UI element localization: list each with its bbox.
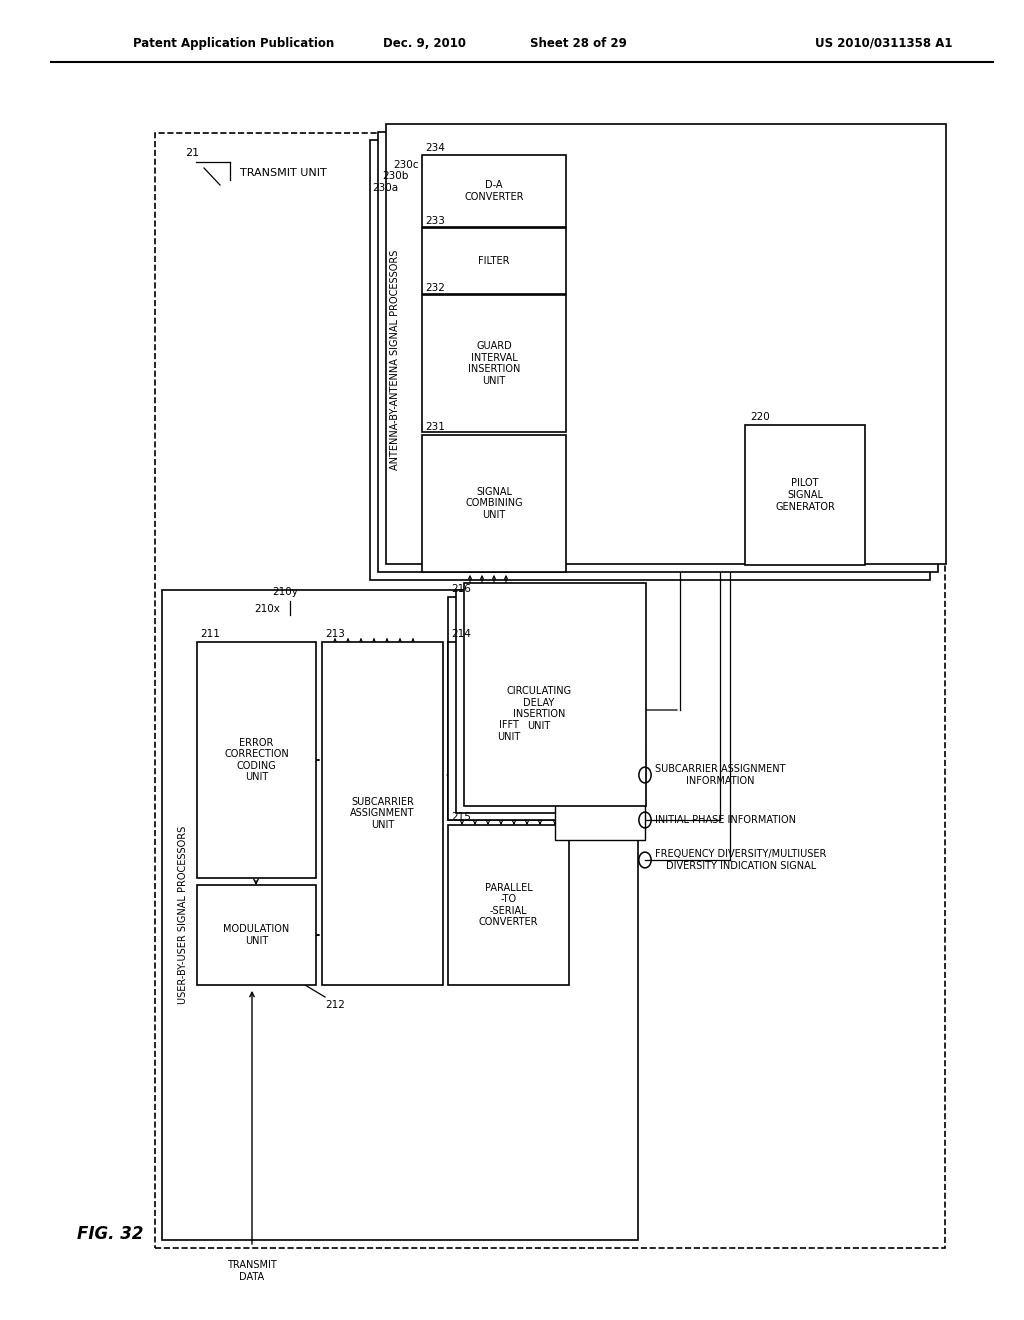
Bar [464,583,646,807]
Text: IFFT
UNIT: IFFT UNIT [497,721,520,742]
Text: INITIAL PHASE INFORMATION: INITIAL PHASE INFORMATION [655,814,796,825]
Text: TRANSMIT
DATA: TRANSMIT DATA [227,1261,276,1282]
Text: Patent Application Publication: Patent Application Publication [133,37,335,50]
Text: 232: 232 [425,282,444,293]
Text: Dec. 9, 2010: Dec. 9, 2010 [383,37,467,50]
Bar [422,436,566,572]
Text: 220: 220 [750,412,770,422]
Text: SIGNAL
COMBINING
UNIT: SIGNAL COMBINING UNIT [465,487,523,520]
Text: PILOT
SIGNAL
GENERATOR: PILOT SIGNAL GENERATOR [775,478,835,512]
Text: ANTENNA-BY-ANTENNA SIGNAL PROCESSORS: ANTENNA-BY-ANTENNA SIGNAL PROCESSORS [390,249,400,470]
Text: GUARD
INTERVAL
INSERTION
UNIT: GUARD INTERVAL INSERTION UNIT [468,341,520,385]
Bar [449,597,630,820]
Bar [197,642,316,878]
Text: D-A
CONVERTER: D-A CONVERTER [464,181,523,202]
Bar [370,140,930,579]
Text: 211: 211 [200,630,220,639]
Text: US 2010/0311358 A1: US 2010/0311358 A1 [815,37,952,50]
Text: MODULATION
UNIT: MODULATION UNIT [223,924,290,946]
Text: 210x: 210x [254,605,280,614]
Text: TRANSMIT UNIT: TRANSMIT UNIT [240,168,327,178]
Text: 21: 21 [185,148,199,158]
Text: SUBCARRIER
ASSIGNMENT
UNIT: SUBCARRIER ASSIGNMENT UNIT [350,797,415,830]
Text: 212: 212 [325,1001,345,1010]
Text: 213: 213 [325,630,345,639]
Text: FREQUENCY DIVERSITY/MULTIUSER
DIVERSITY INDICATION SIGNAL: FREQUENCY DIVERSITY/MULTIUSER DIVERSITY … [655,849,826,871]
Text: 230b: 230b [382,172,409,181]
Text: ERROR
CORRECTION
CODING
UNIT: ERROR CORRECTION CODING UNIT [224,738,289,783]
Text: 214: 214 [451,630,471,639]
Bar [155,133,945,1247]
Bar [378,132,938,572]
Text: 233: 233 [425,216,444,226]
Bar [449,825,569,985]
Bar [449,642,569,820]
Bar [197,884,316,985]
Text: PARALLEL
-TO
-SERIAL
CONVERTER: PARALLEL -TO -SERIAL CONVERTER [479,883,539,928]
Bar [422,228,566,294]
Bar [745,425,865,565]
Bar [386,124,946,564]
Text: 234: 234 [425,143,444,153]
Text: 230a: 230a [372,183,398,193]
Bar [162,590,638,1239]
Text: SUBCARRIER ASSIGNMENT
INFORMATION: SUBCARRIER ASSIGNMENT INFORMATION [655,764,785,785]
Text: Sheet 28 of 29: Sheet 28 of 29 [530,37,627,50]
Text: USER-BY-USER SIGNAL PROCESSORS: USER-BY-USER SIGNAL PROCESSORS [178,826,188,1005]
Text: FILTER: FILTER [478,256,510,267]
Bar [322,642,443,985]
Text: 215: 215 [451,812,471,822]
Text: 210y: 210y [272,587,298,597]
Text: FIG. 32: FIG. 32 [77,1225,143,1243]
Bar [422,294,566,432]
Text: 216: 216 [451,583,471,594]
Text: CIRCULATING
DELAY
INSERTION
UNIT: CIRCULATING DELAY INSERTION UNIT [507,686,571,731]
Text: 231: 231 [425,422,444,432]
Bar [555,750,645,840]
Text: 230c: 230c [393,160,419,170]
Bar [456,590,638,813]
Bar [422,154,566,227]
